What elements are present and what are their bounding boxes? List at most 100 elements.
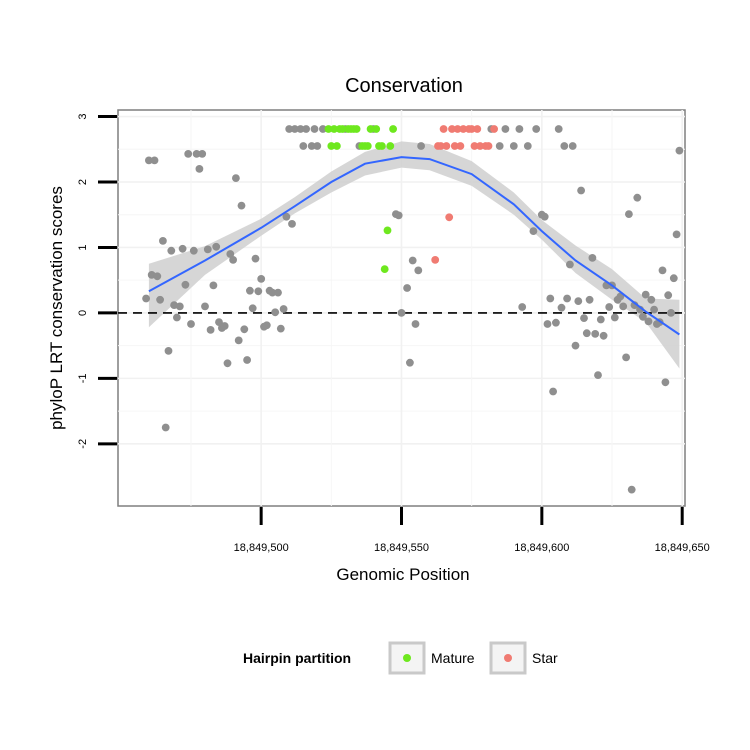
y-tick-label: 1 bbox=[77, 244, 89, 250]
point-other bbox=[625, 210, 633, 219]
point-other bbox=[610, 313, 619, 322]
point-other bbox=[641, 290, 650, 299]
point-star bbox=[484, 142, 493, 150]
point-other bbox=[394, 211, 403, 220]
point-other bbox=[408, 256, 417, 265]
point-mature bbox=[333, 142, 341, 150]
point-other bbox=[296, 125, 305, 133]
point-other bbox=[288, 220, 296, 228]
point-other bbox=[403, 284, 411, 292]
y-axis-label: phyloP LRT conservation scores bbox=[47, 186, 66, 430]
x-tick-label: 18,849,600 bbox=[514, 542, 569, 554]
point-mature bbox=[386, 142, 395, 150]
x-axis: 18,849,500 18,849,550 18,849,600 18,849,650 bbox=[234, 507, 710, 554]
point-other bbox=[167, 246, 176, 255]
point-other bbox=[159, 237, 167, 245]
point-other bbox=[251, 254, 260, 263]
point-other bbox=[580, 314, 588, 322]
point-star bbox=[448, 125, 456, 133]
point-star bbox=[442, 142, 451, 150]
point-other bbox=[667, 309, 675, 317]
point-other bbox=[282, 212, 291, 221]
point-other bbox=[142, 294, 151, 303]
point-other bbox=[198, 150, 207, 158]
point-other bbox=[644, 317, 653, 326]
point-other bbox=[234, 336, 243, 345]
point-other bbox=[246, 286, 254, 295]
point-star bbox=[456, 142, 465, 150]
legend-title: Hairpin partition bbox=[243, 650, 351, 666]
y-tick-label: -1 bbox=[77, 374, 89, 384]
point-other bbox=[588, 254, 597, 262]
point-star bbox=[445, 213, 454, 222]
point-star bbox=[459, 125, 468, 133]
x-tick-label: 18,849,500 bbox=[234, 542, 289, 554]
point-other bbox=[195, 165, 204, 173]
x-axis-label: Genomic Position bbox=[336, 565, 469, 584]
point-other bbox=[274, 288, 282, 297]
point-star bbox=[470, 142, 479, 150]
point-other bbox=[515, 125, 524, 133]
point-other bbox=[192, 150, 201, 158]
point-star bbox=[476, 142, 484, 150]
point-other bbox=[568, 142, 577, 150]
point-other bbox=[406, 358, 414, 367]
point-mature bbox=[338, 125, 347, 133]
point-other bbox=[529, 227, 538, 236]
point-other bbox=[178, 244, 187, 253]
point-other bbox=[184, 150, 193, 158]
point-other bbox=[650, 305, 658, 314]
confidence-band-area bbox=[148, 141, 680, 369]
point-other bbox=[229, 256, 238, 264]
point-other bbox=[319, 125, 327, 133]
point-other bbox=[164, 347, 173, 355]
y-tick-label: 3 bbox=[77, 113, 89, 119]
legend-dot-mature bbox=[403, 654, 411, 662]
point-mature bbox=[380, 265, 389, 273]
point-mature bbox=[389, 125, 397, 133]
point-other bbox=[414, 266, 423, 275]
point-mature bbox=[324, 125, 333, 133]
point-other bbox=[181, 280, 190, 289]
legend-label-mature: Mature bbox=[431, 650, 475, 666]
point-other bbox=[669, 274, 678, 283]
point-other bbox=[153, 272, 162, 281]
point-other bbox=[523, 142, 532, 150]
point-other bbox=[411, 320, 420, 328]
point-other bbox=[397, 309, 406, 317]
confidence-band bbox=[148, 141, 680, 369]
point-mature bbox=[327, 142, 336, 150]
point-other bbox=[599, 331, 608, 340]
point-other bbox=[175, 302, 184, 311]
point-other bbox=[605, 303, 614, 311]
point-other bbox=[675, 146, 684, 155]
point-other bbox=[563, 294, 571, 303]
y-axis: -2 -1 0 1 2 3 bbox=[77, 113, 117, 449]
point-mature bbox=[378, 142, 386, 150]
point-other bbox=[313, 142, 322, 150]
point-other bbox=[189, 246, 198, 255]
point-other bbox=[223, 359, 232, 368]
y-tick-label: 2 bbox=[77, 179, 89, 185]
legend: Hairpin partition Mature Star bbox=[243, 641, 558, 675]
point-other bbox=[279, 305, 288, 313]
point-star bbox=[450, 142, 459, 150]
point-star bbox=[473, 125, 482, 133]
point-other bbox=[560, 142, 569, 150]
point-other bbox=[203, 245, 212, 254]
point-other bbox=[243, 356, 252, 364]
point-other bbox=[557, 303, 566, 312]
point-other bbox=[546, 294, 555, 303]
point-mature bbox=[372, 125, 381, 133]
point-other bbox=[173, 313, 181, 322]
point-other bbox=[237, 201, 246, 210]
point-other bbox=[215, 318, 223, 326]
point-other bbox=[495, 142, 504, 150]
point-other bbox=[540, 212, 549, 221]
point-other bbox=[518, 303, 527, 311]
point-other bbox=[276, 324, 285, 333]
point-other bbox=[594, 371, 602, 379]
point-mature bbox=[352, 125, 361, 133]
point-other bbox=[571, 341, 580, 350]
